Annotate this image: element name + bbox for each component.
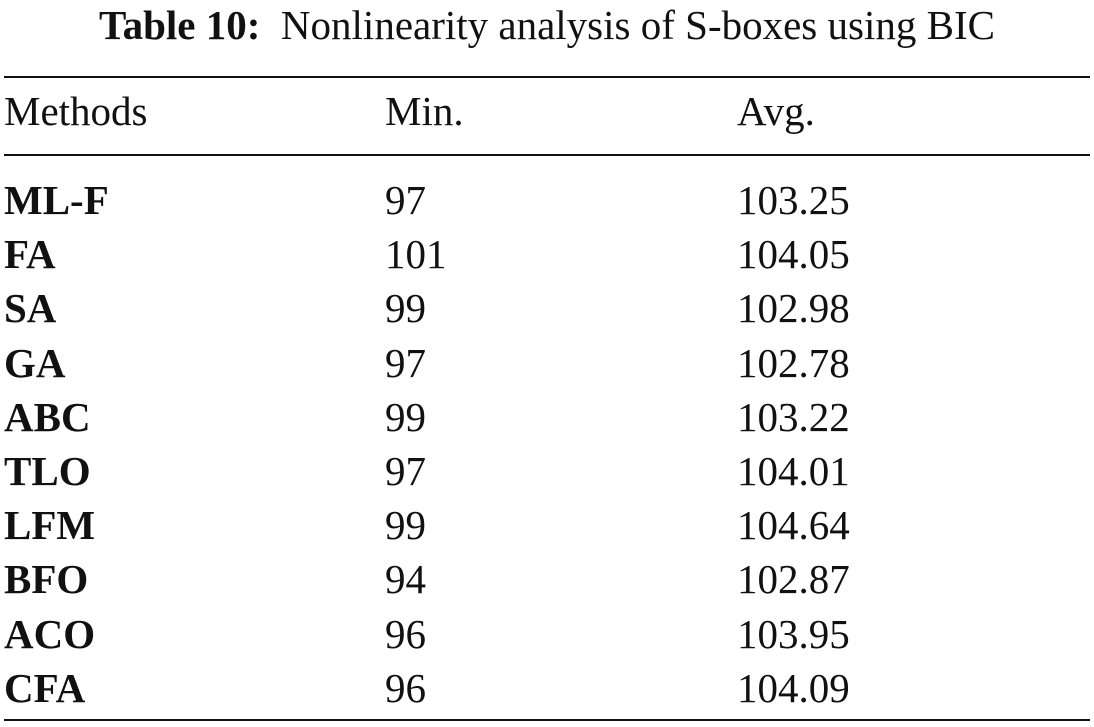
table-row: CFA 96 104.09 bbox=[0, 661, 1094, 715]
row-method: SA bbox=[4, 285, 57, 332]
table-row: BFO 94 102.87 bbox=[0, 552, 1094, 606]
row-min-value: 101 bbox=[385, 231, 447, 278]
table-body: ML-F 97 103.25 FA 101 104.05 SA 99 102.9… bbox=[0, 173, 1094, 715]
row-avg-value: 102.78 bbox=[737, 339, 850, 386]
row-min-value: 97 bbox=[385, 339, 426, 386]
table-row: ACO 96 103.95 bbox=[0, 607, 1094, 661]
table-row: TLO 97 104.01 bbox=[0, 444, 1094, 498]
row-min-value: 97 bbox=[385, 447, 426, 494]
table-header-rule bbox=[4, 154, 1090, 156]
table-row: ML-F 97 103.25 bbox=[0, 173, 1094, 227]
row-min-value: 97 bbox=[385, 177, 426, 223]
table-row: FA 101 104.05 bbox=[0, 227, 1094, 281]
table-row: LFM 99 104.64 bbox=[0, 498, 1094, 552]
table-bottom-rule bbox=[4, 719, 1090, 721]
column-header-methods: Methods bbox=[4, 88, 148, 134]
table-row: GA 97 102.78 bbox=[0, 336, 1094, 390]
row-avg-value: 104.09 bbox=[737, 664, 850, 711]
row-avg-value: 104.64 bbox=[737, 502, 850, 549]
row-avg-value: 103.22 bbox=[737, 393, 850, 440]
row-method: FA bbox=[4, 231, 56, 278]
table-caption-text: Nonlinearity analysis of S-boxes using B… bbox=[280, 2, 995, 48]
row-method: LFM bbox=[4, 502, 96, 549]
row-min-value: 99 bbox=[385, 393, 426, 440]
table-row: ABC 99 103.22 bbox=[0, 390, 1094, 444]
table-caption: Table 10: Nonlinearity analysis of S-box… bbox=[0, 0, 1094, 50]
row-avg-value: 104.05 bbox=[737, 231, 850, 278]
row-method: ABC bbox=[4, 393, 91, 440]
row-method: ACO bbox=[4, 610, 96, 657]
row-min-value: 99 bbox=[385, 285, 426, 332]
column-header-min: Min. bbox=[385, 88, 464, 134]
row-avg-value: 104.01 bbox=[737, 447, 850, 494]
table-top-rule bbox=[4, 76, 1090, 78]
row-method: GA bbox=[4, 339, 66, 386]
row-method: CFA bbox=[4, 664, 86, 711]
column-header-avg: Avg. bbox=[737, 88, 815, 134]
row-min-value: 96 bbox=[385, 664, 426, 711]
row-avg-value: 103.95 bbox=[737, 610, 850, 657]
row-method: BFO bbox=[4, 556, 89, 603]
table-header-row: Methods Min. Avg. bbox=[0, 86, 1094, 136]
row-min-value: 96 bbox=[385, 610, 426, 657]
row-min-value: 94 bbox=[385, 556, 426, 603]
row-avg-value: 102.98 bbox=[737, 285, 850, 332]
row-avg-value: 102.87 bbox=[737, 556, 850, 603]
row-avg-value: 103.25 bbox=[737, 177, 850, 223]
table-row: SA 99 102.98 bbox=[0, 281, 1094, 335]
row-min-value: 99 bbox=[385, 502, 426, 549]
row-method: TLO bbox=[4, 447, 91, 494]
table-caption-label: Table 10: bbox=[99, 2, 261, 48]
row-method: ML-F bbox=[4, 177, 109, 223]
